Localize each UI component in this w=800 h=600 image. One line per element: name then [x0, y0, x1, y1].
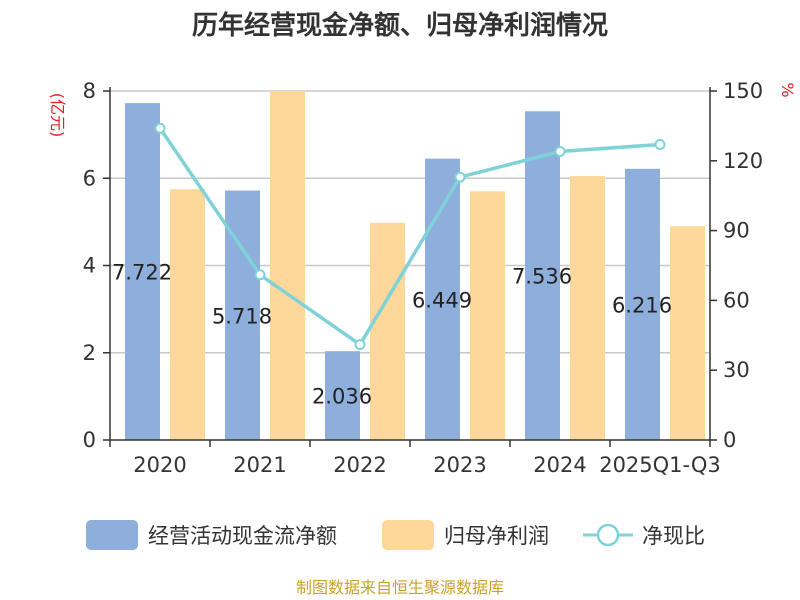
bar-operating-cashflow	[125, 103, 160, 440]
bar-net-profit	[470, 191, 505, 440]
ratio-point	[154, 122, 166, 134]
x-tick-label: 2022	[333, 453, 386, 477]
ratio-point	[254, 269, 266, 281]
x-tick-label: 2024	[533, 453, 586, 477]
data-labels: 7.722 5.718 2.036 6.449 7.536 6.216	[112, 261, 672, 409]
axes: 0 2 4 6 8 0 30 60 90 120 150 2020 2021 2022 2023 2024 20…	[83, 79, 763, 477]
data-label: 2.036	[312, 385, 372, 409]
right-tick-label: 120	[723, 149, 763, 173]
right-tick-label: 60	[723, 288, 750, 312]
bar-operating-cashflow	[525, 111, 560, 440]
x-tick-label: 2025Q1-Q3	[599, 453, 721, 477]
legend-swatch-cashflow	[86, 520, 138, 550]
legend-swatch-net-profit	[382, 520, 434, 550]
ratio-point	[354, 339, 366, 351]
legend-swatch-ratio-marker	[596, 523, 620, 547]
data-label: 5.718	[212, 304, 272, 328]
gridlines	[110, 90, 710, 354]
ratio-line-path	[158, 127, 661, 348]
left-tick-label: 0	[83, 428, 96, 452]
x-tick-label: 2020	[133, 453, 186, 477]
ratio-point	[654, 139, 666, 151]
bar-net-profit	[670, 226, 705, 440]
left-tick-label: 6	[83, 166, 96, 190]
data-label: 6.216	[612, 293, 672, 317]
legend-label-ratio: 净现比	[642, 524, 705, 548]
ratio-point	[454, 171, 466, 183]
ratio-line	[154, 122, 666, 351]
right-tick-label: 30	[723, 358, 750, 382]
right-axis-unit: %	[778, 82, 797, 97]
right-tick-label: 0	[723, 428, 736, 452]
ratio-point	[554, 145, 566, 157]
x-tick-label: 2023	[433, 453, 486, 477]
legend: 经营活动现金流净额 归母净利润 净现比	[86, 520, 705, 550]
data-label: 7.536	[512, 265, 572, 289]
bar-operating-cashflow	[625, 168, 660, 440]
left-tick-label: 4	[83, 254, 96, 278]
data-label: 6.449	[412, 288, 472, 312]
bar-operating-cashflow	[325, 351, 360, 440]
left-axis-unit: (亿元)	[48, 93, 67, 138]
left-tick-label: 8	[83, 79, 96, 103]
left-tick-label: 2	[83, 341, 96, 365]
right-tick-label: 90	[723, 219, 750, 243]
bars	[125, 91, 705, 441]
bar-net-profit	[370, 222, 405, 440]
bar-net-profit	[570, 176, 605, 440]
source-note: 制图数据来自恒生聚源数据库	[296, 578, 504, 597]
right-tick-label: 150	[723, 79, 763, 103]
chart-title: 历年经营现金净额、归母净利润情况	[192, 10, 608, 41]
bar-net-profit	[170, 189, 205, 440]
bar-net-profit	[270, 91, 305, 440]
data-label: 7.722	[112, 261, 172, 285]
legend-label-cashflow: 经营活动现金流净额	[148, 524, 337, 548]
legend-label-net-profit: 归母净利润	[444, 524, 549, 548]
x-tick-label: 2021	[233, 453, 286, 477]
